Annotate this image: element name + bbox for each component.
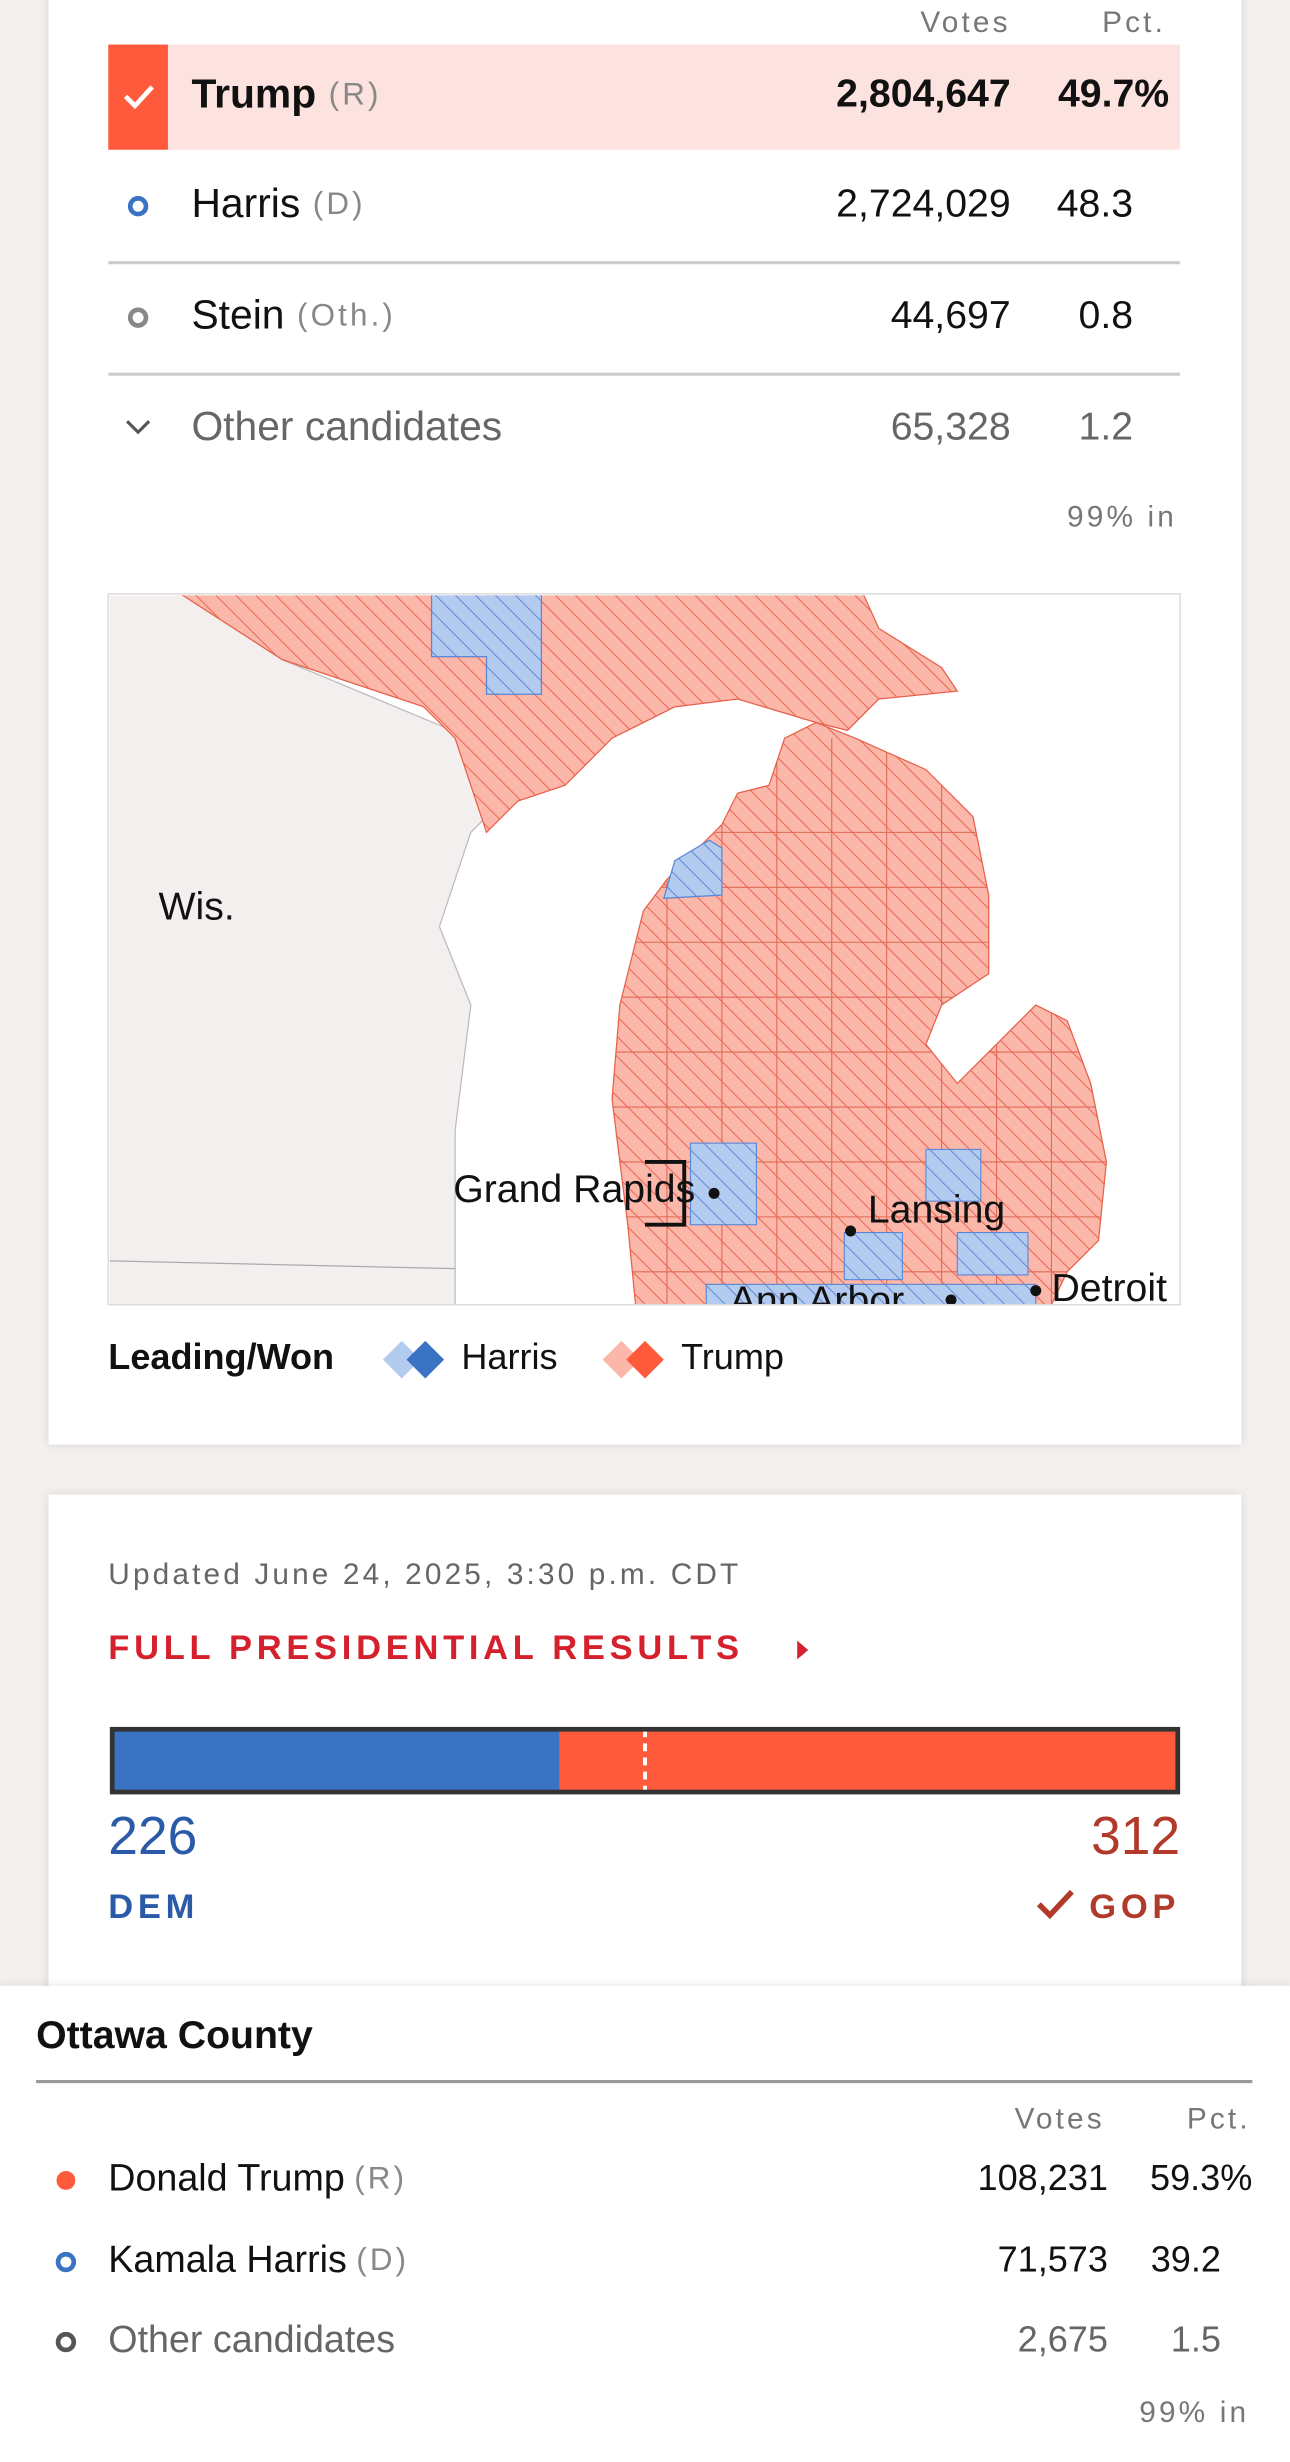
bar-frame xyxy=(109,1726,1181,1795)
pct: 1.2 xyxy=(1079,404,1134,448)
candidate: Donald Trump (R) xyxy=(108,2156,407,2198)
votes: 2,675 xyxy=(1018,2319,1108,2360)
votes: 65,328 xyxy=(891,404,1011,448)
legend-item: Trump xyxy=(681,1336,784,1377)
candidate: Kamala Harris (D) xyxy=(108,2238,409,2280)
candidate: Other candidates xyxy=(108,2318,395,2360)
votes-header: Votes xyxy=(1015,2103,1105,2136)
gop-bar xyxy=(559,1729,1178,1793)
winner-check xyxy=(108,44,168,150)
map-label: Lansing xyxy=(868,1188,1005,1232)
winner-row xyxy=(108,44,1181,150)
reporting: 99% in xyxy=(1139,2396,1249,2429)
stein-dot xyxy=(127,307,149,328)
map: Wis. Grand Rapids Lansing Ann Arbor Detr… xyxy=(109,595,1181,1323)
pct: 0.8 xyxy=(1079,293,1134,337)
pct: 39.2 xyxy=(1151,2239,1221,2280)
check-icon xyxy=(123,85,154,110)
dem-label: DEM xyxy=(108,1888,199,1926)
legend-item: Harris xyxy=(461,1336,557,1377)
votes: 2,724,029 xyxy=(836,182,1010,226)
pct-header: Pct. xyxy=(1187,2103,1251,2136)
trump-dot xyxy=(56,2171,76,2190)
dem-bar xyxy=(112,1729,560,1793)
harris-dot xyxy=(55,2251,77,2273)
pct: 59.3% xyxy=(1150,2157,1252,2198)
candidate: Trump (R) xyxy=(191,70,381,116)
other-dot xyxy=(55,2331,77,2353)
expand-icon[interactable] xyxy=(126,420,151,435)
legend-title: Leading/Won xyxy=(108,1336,334,1377)
pct: 49.7% xyxy=(1058,72,1169,116)
gop-label: GOP xyxy=(1089,1888,1180,1926)
map-label: Detroit xyxy=(1051,1266,1167,1310)
results-link[interactable]: FULL PRESIDENTIAL RESULTS xyxy=(108,1629,743,1667)
updated: Updated June 24, 2025, 3:30 p.m. CDT xyxy=(108,1558,741,1591)
county-title: Ottawa County xyxy=(36,2013,313,2057)
votes: 71,573 xyxy=(998,2239,1108,2280)
electoral-bar xyxy=(109,1726,1181,1795)
harris-dot xyxy=(127,196,149,217)
pct-header: Pct. xyxy=(1102,6,1166,39)
votes: 44,697 xyxy=(891,293,1011,337)
map-label: Grand Rapids xyxy=(453,1167,695,1211)
votes: 2,804,647 xyxy=(836,72,1010,116)
pct: 48.3 xyxy=(1057,182,1133,226)
dem-votes: 226 xyxy=(108,1807,197,1866)
candidate: Harris (D) xyxy=(191,180,365,226)
candidate: Stein (Oth.) xyxy=(191,291,396,337)
map-label: Ann Arbor xyxy=(730,1279,904,1323)
votes-header: Votes xyxy=(920,6,1010,39)
votes: 108,231 xyxy=(978,2157,1108,2198)
reporting: 99% in xyxy=(1067,500,1177,533)
link-arrow[interactable] xyxy=(797,1640,809,1660)
map-label: Wis. xyxy=(159,885,235,929)
pct: 1.5 xyxy=(1171,2319,1221,2360)
other-candidates[interactable]: Other candidates xyxy=(191,403,502,449)
county-panel xyxy=(0,1985,1290,2462)
gop-check xyxy=(1036,1889,1074,1920)
map-frame xyxy=(107,593,1181,1306)
gop-votes: 312 xyxy=(1091,1807,1180,1866)
